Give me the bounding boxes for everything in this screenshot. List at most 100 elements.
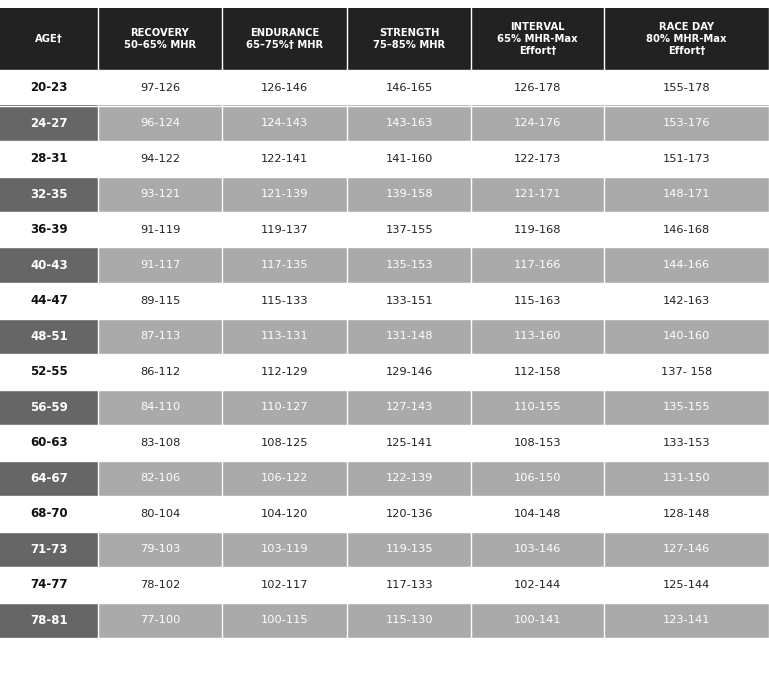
Bar: [222, 8, 347, 70]
Text: 100-141: 100-141: [514, 615, 561, 625]
Text: 122-141: 122-141: [261, 154, 308, 164]
Text: 20-23: 20-23: [30, 81, 68, 95]
Bar: [347, 496, 471, 531]
Bar: [604, 176, 769, 212]
Text: 113-131: 113-131: [261, 331, 308, 342]
Bar: [347, 389, 471, 425]
Text: 91-119: 91-119: [140, 225, 180, 235]
Bar: [222, 567, 347, 603]
Bar: [347, 603, 471, 638]
Bar: [347, 531, 471, 567]
Text: 97-126: 97-126: [140, 83, 180, 92]
Text: 82-106: 82-106: [140, 473, 180, 483]
Text: 113-160: 113-160: [514, 331, 561, 342]
Text: 102-144: 102-144: [514, 580, 561, 590]
Text: 112-129: 112-129: [261, 367, 308, 377]
Bar: [604, 319, 769, 354]
Text: 100-115: 100-115: [261, 615, 308, 625]
Bar: [98, 389, 222, 425]
Text: 125-141: 125-141: [385, 438, 433, 448]
Text: 52-55: 52-55: [30, 365, 68, 378]
Text: 93-121: 93-121: [140, 189, 180, 199]
Bar: [0, 8, 98, 70]
Text: 131-150: 131-150: [663, 473, 710, 483]
Bar: [604, 603, 769, 638]
Text: 112-158: 112-158: [514, 367, 561, 377]
Bar: [471, 567, 604, 603]
Text: 108-153: 108-153: [514, 438, 561, 448]
Text: 60-63: 60-63: [30, 436, 68, 450]
Bar: [222, 141, 347, 176]
Bar: [98, 425, 222, 460]
Text: 148-171: 148-171: [663, 189, 710, 199]
Bar: [604, 8, 769, 70]
Bar: [0, 141, 98, 176]
Bar: [98, 496, 222, 531]
Text: 120-136: 120-136: [385, 509, 433, 519]
Bar: [604, 354, 769, 389]
Bar: [604, 389, 769, 425]
Bar: [471, 531, 604, 567]
Bar: [347, 567, 471, 603]
Text: 139-158: 139-158: [385, 189, 433, 199]
Text: 142-163: 142-163: [663, 296, 710, 306]
Bar: [98, 603, 222, 638]
Text: 110-155: 110-155: [514, 402, 561, 412]
Bar: [0, 248, 98, 283]
Bar: [471, 212, 604, 248]
Text: 84-110: 84-110: [140, 402, 180, 412]
Text: 122-139: 122-139: [385, 473, 433, 483]
Bar: [347, 70, 471, 105]
Bar: [471, 105, 604, 141]
Text: RACE DAY
80% MHR-Max
Effort†: RACE DAY 80% MHR-Max Effort†: [646, 22, 727, 56]
Bar: [98, 567, 222, 603]
Text: 117-133: 117-133: [385, 580, 433, 590]
Text: 86-112: 86-112: [140, 367, 180, 377]
Bar: [0, 531, 98, 567]
Bar: [347, 319, 471, 354]
Bar: [604, 248, 769, 283]
Bar: [471, 283, 604, 319]
Bar: [0, 283, 98, 319]
Bar: [0, 460, 98, 496]
Bar: [0, 319, 98, 354]
Bar: [604, 70, 769, 105]
Text: 115-133: 115-133: [261, 296, 308, 306]
Text: 103-146: 103-146: [514, 544, 561, 554]
Text: 87-113: 87-113: [140, 331, 180, 342]
Text: 56-59: 56-59: [30, 401, 68, 414]
Text: 71-73: 71-73: [30, 543, 68, 556]
Text: 155-178: 155-178: [663, 83, 710, 92]
Text: 137- 158: 137- 158: [661, 367, 712, 377]
Bar: [471, 496, 604, 531]
Bar: [0, 212, 98, 248]
Bar: [98, 531, 222, 567]
Text: 108-125: 108-125: [261, 438, 308, 448]
Bar: [222, 319, 347, 354]
Bar: [471, 8, 604, 70]
Text: 74-77: 74-77: [30, 578, 68, 591]
Text: 143-163: 143-163: [385, 118, 433, 128]
Text: 102-117: 102-117: [261, 580, 308, 590]
Bar: [471, 389, 604, 425]
Bar: [222, 531, 347, 567]
Bar: [347, 460, 471, 496]
Bar: [98, 212, 222, 248]
Bar: [222, 176, 347, 212]
Bar: [98, 176, 222, 212]
Text: 121-171: 121-171: [514, 189, 561, 199]
Text: 151-173: 151-173: [663, 154, 710, 164]
Text: 106-122: 106-122: [261, 473, 308, 483]
Text: 135-153: 135-153: [385, 261, 433, 270]
Bar: [347, 212, 471, 248]
Text: 146-165: 146-165: [385, 83, 433, 92]
Bar: [0, 425, 98, 460]
Bar: [604, 496, 769, 531]
Bar: [98, 70, 222, 105]
Bar: [347, 8, 471, 70]
Text: 133-153: 133-153: [663, 438, 710, 448]
Text: 106-150: 106-150: [514, 473, 561, 483]
Text: AGE†: AGE†: [35, 34, 63, 44]
Text: 126-178: 126-178: [514, 83, 561, 92]
Text: 94-122: 94-122: [140, 154, 180, 164]
